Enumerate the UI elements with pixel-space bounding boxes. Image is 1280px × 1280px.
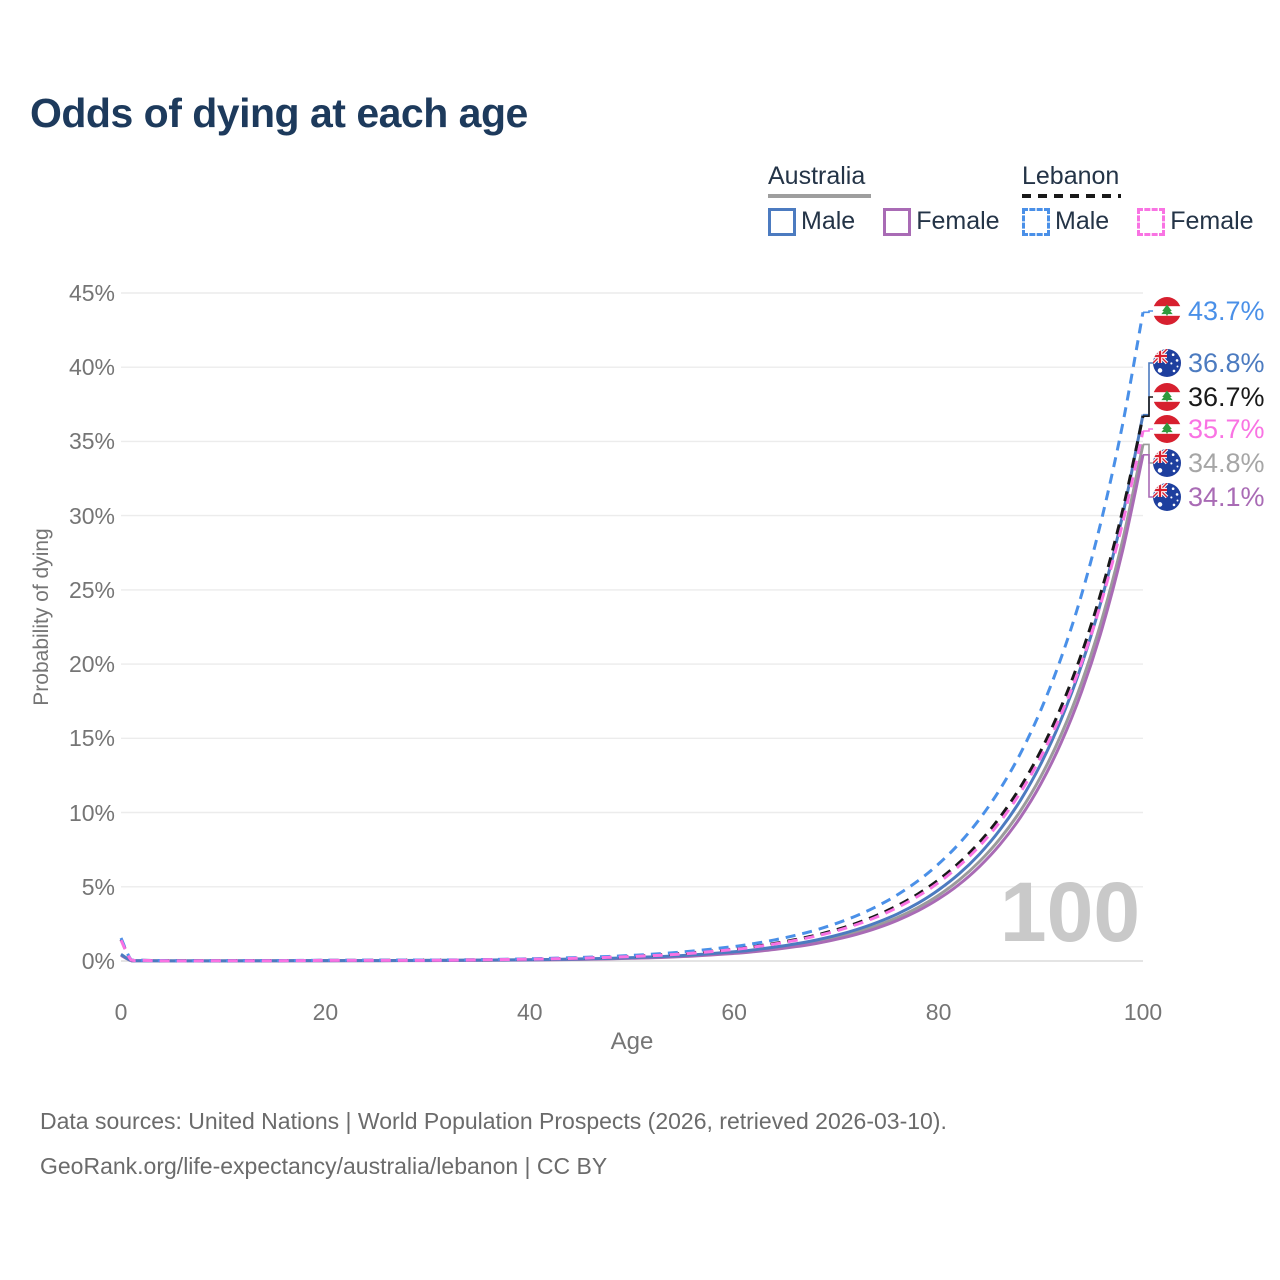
- end-label-connector: [1143, 362, 1154, 416]
- end-label-connector: [1143, 396, 1154, 417]
- legend-swatch-australia-male[interactable]: [768, 207, 796, 236]
- end-label-value: 34.1%: [1188, 482, 1265, 512]
- series-line-lebanon-both[interactable]: [119, 415, 1145, 963]
- y-tick-label: 45%: [68, 279, 115, 306]
- end-label-connector: [1143, 310, 1154, 314]
- legend-line-sample-lebanon: [1022, 194, 1121, 198]
- end-label-australia-male[interactable]: 36.8%: [1153, 346, 1265, 380]
- end-label-lebanon-both[interactable]: 36.7%: [1153, 380, 1265, 414]
- end-label-lebanon-male[interactable]: 43.7%: [1153, 294, 1265, 328]
- legend-item-lebanon-male[interactable]: Male: [1022, 207, 1109, 236]
- x-axis-title: Age: [610, 1028, 654, 1055]
- end-label-connector: [1143, 454, 1154, 498]
- x-tick-label: 20: [312, 999, 339, 1025]
- legend-title-lebanon[interactable]: Lebanon: [1022, 162, 1120, 190]
- legend-label-australia-male: Male: [801, 207, 856, 235]
- end-label-australia-female[interactable]: 34.1%: [1153, 480, 1265, 514]
- legend-group-australia: Australia Male Female: [768, 163, 1000, 236]
- australia-flag-icon: [1153, 483, 1181, 511]
- y-tick-label: 25%: [68, 576, 115, 603]
- age-watermark: 100: [999, 865, 1141, 959]
- legend-item-australia-female[interactable]: Female: [883, 207, 1000, 236]
- series-line-australia-female[interactable]: [120, 454, 1145, 963]
- series-line-australia-male[interactable]: [120, 414, 1145, 963]
- australia-flag-icon: [1153, 449, 1181, 477]
- legend-item-australia-male[interactable]: Male: [768, 207, 855, 236]
- y-tick-label: 40%: [68, 354, 115, 381]
- legend-label-lebanon-female: Female: [1170, 207, 1254, 235]
- legend-item-lebanon-female[interactable]: Female: [1137, 207, 1254, 236]
- footer-data-sources: Data sources: United Nations | World Pop…: [40, 1108, 947, 1134]
- legend-line-sample-australia: [768, 194, 871, 198]
- x-tick-label: 100: [1123, 999, 1163, 1025]
- australia-flag-icon: [1153, 349, 1181, 377]
- y-tick-label: 20%: [68, 651, 115, 678]
- legend-swatch-lebanon-female[interactable]: [1137, 207, 1166, 236]
- legend-group-lebanon: Lebanon Male Female: [1022, 163, 1254, 236]
- end-label-value: 35.7%: [1188, 414, 1265, 444]
- lebanon-flag-icon: [1153, 383, 1181, 411]
- y-tick-label: 30%: [68, 502, 115, 529]
- footer: Data sources: United Nations | World Pop…: [40, 1108, 947, 1198]
- page-title: Odds of dying at each age: [30, 90, 528, 136]
- end-label-lebanon-female[interactable]: 35.7%: [1153, 412, 1265, 446]
- x-tick-label: 40: [517, 999, 543, 1025]
- end-label-value: 43.7%: [1188, 296, 1265, 326]
- y-tick-label: 5%: [81, 873, 115, 900]
- end-label-connector: [1143, 443, 1154, 464]
- y-tick-label: 0%: [81, 948, 115, 974]
- end-label-value: 34.8%: [1188, 448, 1265, 478]
- x-tick-label: 60: [721, 999, 747, 1025]
- end-label-value: 36.8%: [1188, 348, 1265, 378]
- legend-swatch-lebanon-male[interactable]: [1022, 207, 1050, 236]
- x-tick-label: 80: [925, 999, 952, 1025]
- legend-label-lebanon-male: Male: [1055, 207, 1110, 235]
- series-line-australia-both[interactable]: [120, 444, 1145, 963]
- y-tick-label: 10%: [68, 799, 115, 826]
- lebanon-flag-icon: [1153, 415, 1181, 443]
- y-tick-label: 35%: [68, 428, 115, 455]
- footer-attribution: GeoRank.org/life-expectancy/australia/le…: [40, 1153, 608, 1179]
- legend-title-australia[interactable]: Australia: [768, 162, 866, 190]
- end-label-connector: [1143, 428, 1154, 432]
- y-tick-label: 15%: [68, 725, 115, 752]
- series-line-lebanon-female[interactable]: [119, 430, 1145, 963]
- series-line-lebanon-male[interactable]: [119, 312, 1145, 963]
- lebanon-flag-icon: [1153, 297, 1181, 325]
- end-label-value: 36.7%: [1188, 382, 1265, 412]
- legend-swatch-australia-female[interactable]: [883, 207, 912, 236]
- legend-label-australia-female: Female: [916, 207, 1000, 235]
- end-label-australia-both[interactable]: 34.8%: [1153, 446, 1265, 480]
- x-tick-label: 0: [114, 999, 128, 1025]
